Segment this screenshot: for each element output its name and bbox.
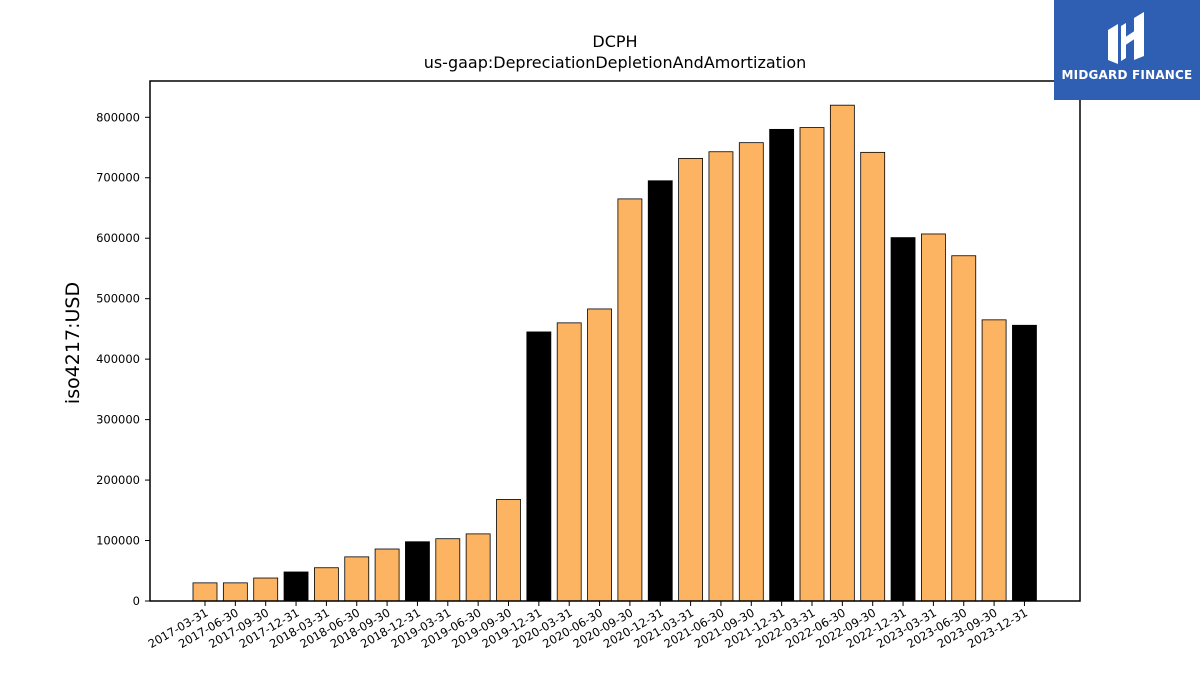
bar-2023-03-31 [921, 233, 946, 602]
y-tick-label: 700000 [96, 171, 140, 185]
bar-2018-06-30 [344, 556, 370, 602]
bar-2020-09-30 [617, 198, 643, 602]
logo-mark-icon [1108, 12, 1144, 64]
bar-2022-12-31 [890, 237, 916, 602]
bar-2020-03-31 [556, 322, 582, 602]
y-tick-label: 400000 [96, 352, 140, 366]
y-tick-label: 0 [133, 594, 140, 608]
logo-name: MIDGARD FINANCE [1061, 68, 1193, 82]
bar-2019-03-31 [435, 538, 461, 602]
bar-2019-06-30 [465, 533, 491, 602]
y-axis-label: iso4217:USD [62, 282, 84, 404]
y-tick-label: 800000 [96, 110, 140, 124]
chart-title: DCPH [592, 32, 637, 51]
bar-2021-06-30 [708, 151, 734, 602]
bar-2017-06-30 [222, 582, 248, 602]
bars-group [192, 104, 1037, 602]
plot-frame [149, 80, 1081, 602]
bar-2022-06-30 [829, 104, 855, 602]
chart-subtitle: us-gaap:DepreciationDepletionAndAmortiza… [424, 53, 807, 72]
bar-2023-12-31 [1012, 324, 1037, 602]
bar-2023-06-30 [951, 255, 977, 602]
bar-2021-09-30 [738, 142, 764, 602]
y-tick-label: 600000 [96, 231, 140, 245]
bar-2019-09-30 [496, 499, 521, 602]
y-tick-label: 500000 [96, 292, 140, 306]
y-tick-label: 100000 [96, 534, 140, 548]
x-axis: 2017-03-312017-06-302017-09-302017-12-31… [146, 601, 1030, 651]
bar-2023-09-30 [981, 319, 1007, 602]
y-tick-label: 300000 [96, 413, 140, 427]
bar-2021-03-31 [678, 157, 703, 602]
y-tick-label: 200000 [96, 473, 140, 487]
bar-2022-09-30 [860, 151, 886, 602]
midgard-finance-logo: MIDGARD FINANCE [1054, 0, 1200, 100]
bar-2022-03-31 [799, 127, 825, 602]
bar-2017-09-30 [253, 577, 279, 602]
bar-2017-12-31 [283, 571, 309, 602]
bar-2018-03-31 [313, 567, 339, 602]
bar-2018-09-30 [374, 548, 400, 602]
bar-2019-12-31 [526, 331, 552, 602]
bar-2020-12-31 [647, 180, 673, 602]
bar-2021-12-31 [769, 128, 795, 602]
y-axis: 0 100000 200000 300000 400000 500000 600000 700… [96, 110, 150, 608]
bar-2020-06-30 [587, 308, 612, 602]
bar-2018-12-31 [405, 541, 430, 602]
bar-2017-03-31 [192, 582, 218, 602]
